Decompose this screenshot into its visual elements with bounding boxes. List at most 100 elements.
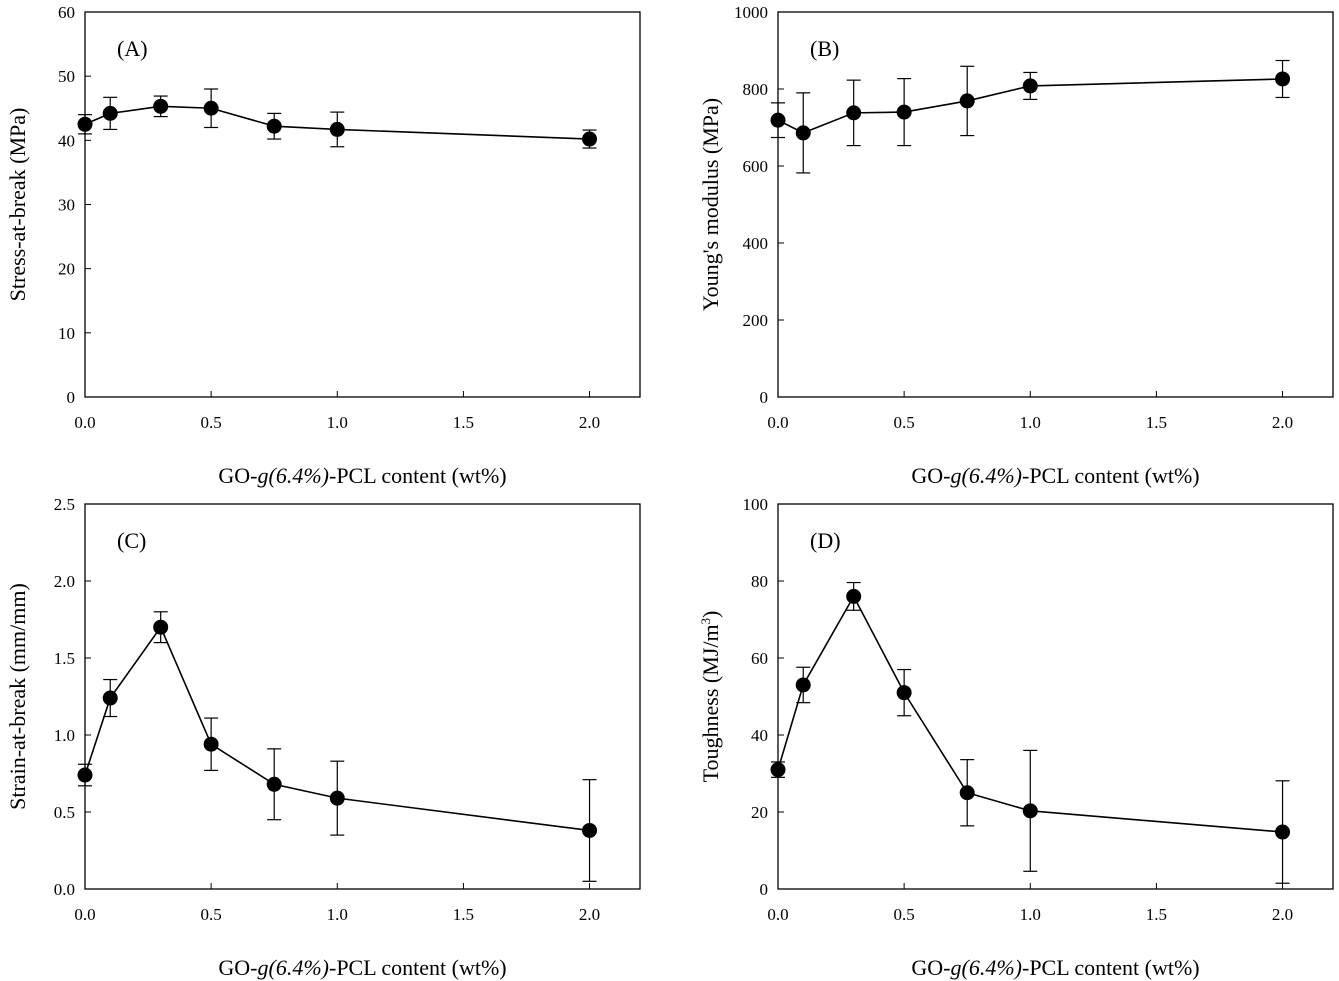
y-tick-label: 1.5	[54, 649, 75, 668]
x-label-suffix: -PCL content (wt%)	[329, 955, 507, 980]
y-tick-label: 0.5	[54, 803, 75, 822]
panel-label: (B)	[810, 36, 839, 61]
panel-label: (A)	[117, 36, 148, 61]
y-tick-label: 800	[743, 80, 769, 99]
x-tick-label: 1.0	[327, 413, 348, 432]
panel-a: 0.0 0.5 1.0 1.5 2.0 0 10 20 30 40 50 60 GO-g(6.4%)-P…	[5, 3, 641, 488]
y-tick-label: 0	[760, 388, 769, 407]
x-axis-label: GO-g(6.4%)-PCL content (wt%)	[218, 463, 506, 488]
y-axis-label: Young's modulus (MPa)	[698, 98, 723, 311]
y-axis-label: Stress-at-break (MPa)	[5, 108, 30, 302]
y-tick-label: 1000	[734, 3, 768, 22]
x-label-prefix: GO-	[911, 463, 950, 488]
data-point	[102, 105, 118, 121]
data-point	[153, 98, 169, 114]
y-tick-label: 10	[58, 324, 75, 343]
x-tick-label: 0.5	[201, 905, 222, 924]
y-axis-label: Strain-at-break (mm/mm)	[5, 583, 30, 810]
y-tick-label: 2.0	[54, 572, 75, 591]
y-tick-label: 60	[751, 649, 768, 668]
x-tick-label: 2.0	[579, 905, 600, 924]
y-tick-label: 40	[751, 726, 768, 745]
data-point	[1275, 824, 1291, 840]
x-tick-label: 0.5	[201, 413, 222, 432]
data-point	[846, 105, 862, 121]
y-tick-label: 100	[743, 495, 769, 514]
x-label-italic: g(6.4%)	[951, 463, 1022, 488]
plot-frame	[777, 11, 1334, 398]
data-point	[795, 125, 811, 141]
data-point	[77, 116, 93, 132]
x-tick-label: 1.5	[1146, 413, 1167, 432]
data-point	[582, 822, 598, 838]
x-tick-label: 1.0	[327, 905, 348, 924]
y-tick-label: 20	[58, 260, 75, 279]
data-point	[153, 619, 169, 635]
plot-frame	[777, 503, 1334, 890]
x-tick-label: 0.0	[767, 413, 788, 432]
x-label-prefix: GO-	[911, 955, 950, 980]
y-tick-label: 40	[58, 131, 75, 150]
x-label-prefix: GO-	[218, 463, 257, 488]
data-point	[1022, 78, 1038, 94]
x-tick-label: 1.5	[1146, 905, 1167, 924]
data-point	[77, 767, 93, 783]
y-tick-label: 20	[751, 803, 768, 822]
y-tick-label: 80	[751, 572, 768, 591]
x-label-italic: g(6.4%)	[258, 955, 329, 980]
x-axis-label: GO-g(6.4%)-PCL content (wt%)	[911, 955, 1199, 980]
data-point	[266, 776, 282, 792]
data-point	[1022, 803, 1038, 819]
panel-c: 0.0 0.5 1.0 1.5 2.0 0.0 0.5 1.0 1.5 2.0 2.5 GO-g(6.…	[5, 495, 641, 980]
y-tick-label: 200	[743, 311, 769, 330]
y-tick-label: 50	[58, 67, 75, 86]
x-label-italic: g(6.4%)	[258, 463, 329, 488]
x-label-italic: g(6.4%)	[951, 955, 1022, 980]
data-point	[203, 100, 219, 116]
y-tick-label: 1.0	[54, 726, 75, 745]
y-tick-label: 2.5	[54, 495, 75, 514]
data-point	[896, 685, 912, 701]
data-point	[329, 790, 345, 806]
x-tick-label: 1.5	[453, 905, 474, 924]
y-tick-label: 0.0	[54, 880, 75, 899]
panel-d: 0.0 0.5 1.0 1.5 2.0 0 20 40 60 80 100 GO-g(6.4%)-PC…	[698, 495, 1334, 980]
plot-frame	[84, 503, 641, 890]
data-point	[959, 93, 975, 109]
data-point	[203, 736, 219, 752]
x-tick-label: 0.5	[894, 905, 915, 924]
panel-b: 0.0 0.5 1.0 1.5 2.0 0 200 400 600 800 1000 GO-g(6.4…	[698, 3, 1334, 488]
data-point	[896, 104, 912, 120]
panel-label: (D)	[810, 528, 841, 553]
data-point	[846, 588, 862, 604]
x-label-suffix: -PCL content (wt%)	[1022, 955, 1200, 980]
data-point	[102, 690, 118, 706]
data-point	[582, 131, 598, 147]
x-tick-label: 1.0	[1020, 413, 1041, 432]
x-tick-label: 2.0	[1272, 413, 1293, 432]
x-tick-label: 2.0	[579, 413, 600, 432]
y-label-superscript: 3	[698, 618, 713, 625]
x-label-prefix: GO-	[218, 955, 257, 980]
y-label-text: Toughness (MJ/m	[698, 624, 723, 782]
y-tick-label: 0	[67, 388, 76, 407]
y-label-text: Young's modulus (MPa)	[698, 98, 723, 311]
x-axis-label: GO-g(6.4%)-PCL content (wt%)	[911, 463, 1199, 488]
x-label-suffix: -PCL content (wt%)	[329, 463, 507, 488]
x-label-suffix: -PCL content (wt%)	[1022, 463, 1200, 488]
data-point	[329, 121, 345, 137]
x-tick-label: 0.0	[74, 905, 95, 924]
data-point	[770, 762, 786, 778]
y-label-end: )	[698, 611, 723, 618]
y-label-text: Stress-at-break (MPa)	[5, 108, 30, 302]
x-tick-label: 1.0	[1020, 905, 1041, 924]
y-tick-label: 0	[760, 880, 769, 899]
y-tick-label: 60	[58, 3, 75, 22]
data-point	[959, 785, 975, 801]
y-axis-label: Toughness (MJ/m3)	[698, 611, 723, 783]
x-tick-label: 2.0	[1272, 905, 1293, 924]
y-label-text: Strain-at-break (mm/mm)	[5, 583, 30, 810]
x-tick-label: 0.0	[767, 905, 788, 924]
y-tick-label: 30	[58, 196, 75, 215]
